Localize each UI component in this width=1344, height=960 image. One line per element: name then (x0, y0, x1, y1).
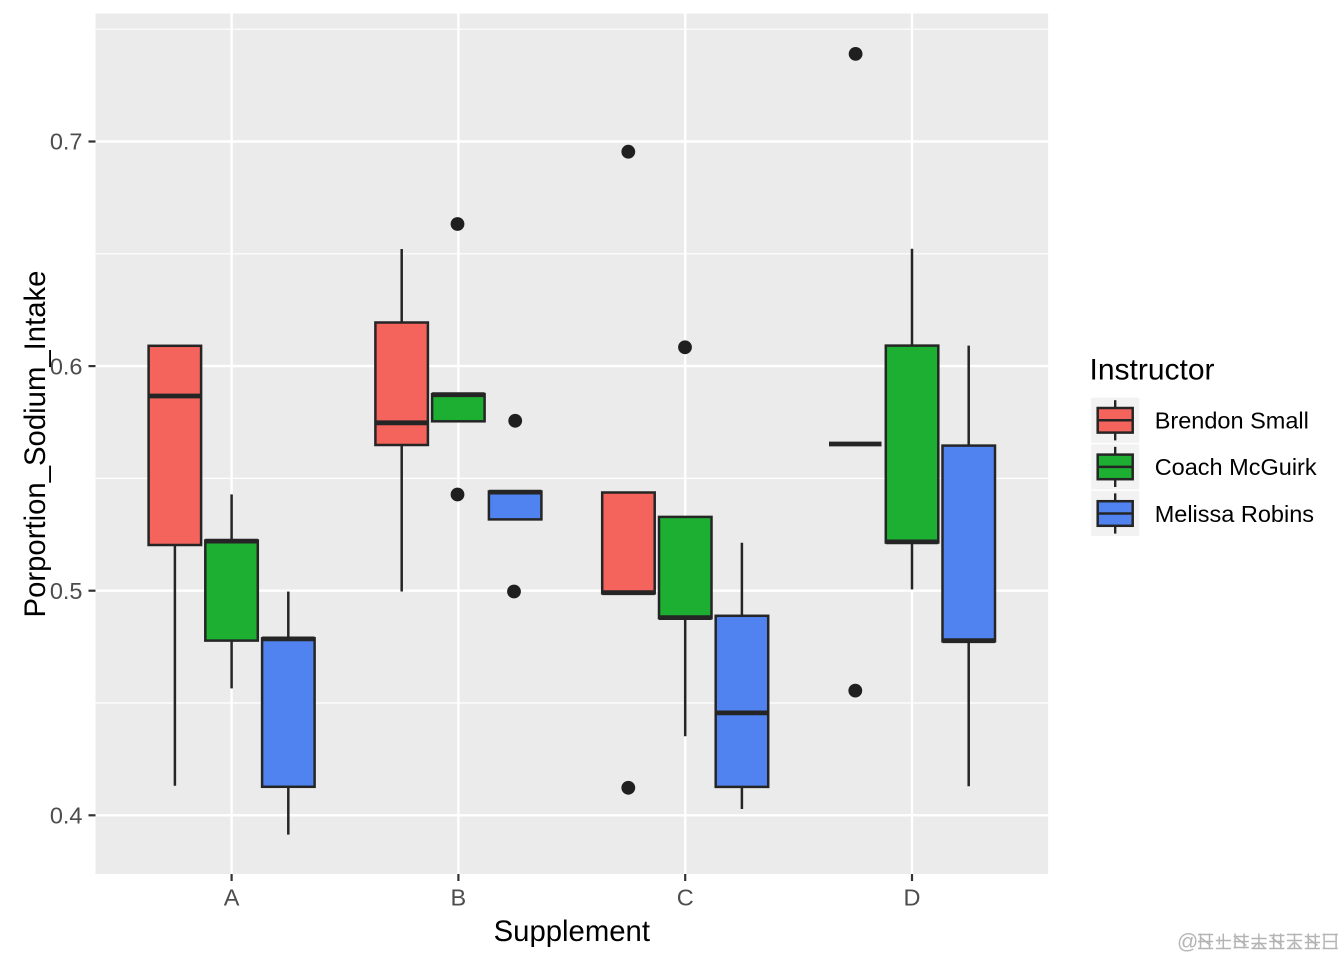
svg-text:Instructor: Instructor (1090, 354, 1215, 387)
svg-text:@: @ (1177, 931, 1198, 954)
svg-text:A: A (224, 885, 240, 911)
svg-text:C: C (677, 885, 694, 911)
svg-text:Brendon Small: Brendon Small (1155, 408, 1309, 434)
svg-text:D: D (904, 885, 921, 911)
svg-text:Porportion_Sodium_Intake: Porportion_Sodium_Intake (19, 271, 52, 618)
svg-text:0.5: 0.5 (50, 578, 83, 604)
svg-text:Supplement: Supplement (494, 915, 650, 948)
svg-text:0.7: 0.7 (50, 129, 83, 155)
svg-text:Melissa Robins: Melissa Robins (1155, 501, 1314, 527)
svg-text:0.4: 0.4 (50, 803, 83, 829)
svg-text:B: B (451, 885, 467, 911)
svg-text:Coach McGuirk: Coach McGuirk (1155, 454, 1317, 480)
svg-text:0.6: 0.6 (50, 353, 83, 379)
